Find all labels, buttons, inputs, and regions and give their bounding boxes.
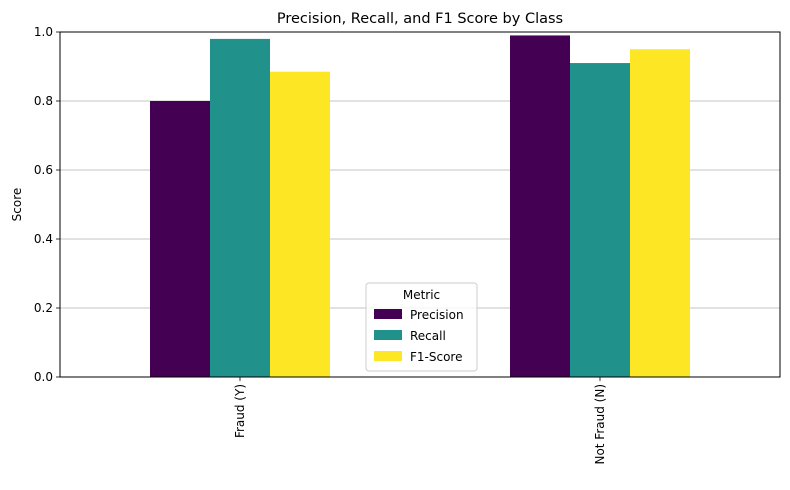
x-tick-label: Fraud (Y) — [233, 384, 247, 438]
x-axis-ticks: Fraud (Y) Not Fraud (N) — [233, 377, 607, 465]
y-axis-label: Score — [10, 188, 24, 222]
bar-recall-fraud-y — [210, 38, 270, 378]
legend-label: Precision — [410, 308, 464, 322]
legend-swatch — [374, 351, 402, 361]
y-tick-label: 0.0 — [34, 370, 53, 384]
y-tick-label: 0.6 — [34, 163, 53, 177]
bar-recall-not-fraud-n — [570, 63, 630, 378]
chart-title: Precision, Recall, and F1 Score by Class — [277, 11, 563, 27]
legend-items: Precision Recall F1-Score — [374, 308, 464, 364]
bar-precision-fraud-y — [150, 101, 210, 377]
bar-precision-not-fraud-n — [510, 35, 570, 377]
y-tick-label: 0.2 — [34, 301, 53, 315]
x-tick-label: Not Fraud (N) — [593, 384, 607, 465]
y-tick-label: 0.8 — [34, 94, 53, 108]
y-tick-label: 0.4 — [34, 232, 53, 246]
y-tick-label: 1.0 — [34, 25, 53, 39]
bars — [150, 35, 690, 378]
legend-label: F1-Score — [410, 350, 462, 364]
bar-f1-score-not-fraud-n — [630, 49, 690, 377]
legend-swatch — [374, 309, 402, 319]
legend-box — [365, 282, 478, 372]
legend-label: Recall — [410, 329, 446, 343]
legend-swatch — [374, 330, 402, 340]
plot-frame — [59, 31, 781, 378]
y-axis-ticks: 0.0 0.2 0.4 0.6 0.8 1.0 — [34, 25, 60, 384]
bar-f1-score-fraud-y — [270, 71, 330, 378]
legend: Metric Precision Recall F1-Score — [365, 282, 478, 372]
legend-title: Metric — [403, 288, 440, 302]
